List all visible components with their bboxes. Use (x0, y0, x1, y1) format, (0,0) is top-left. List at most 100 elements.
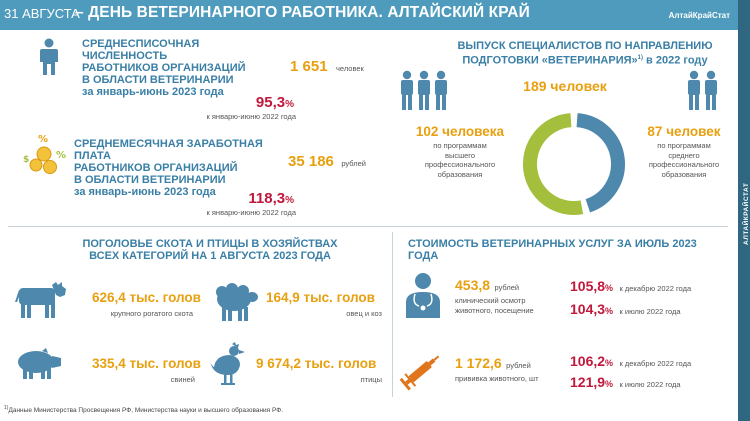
salary-title: СРЕДНЕМЕСЯЧНАЯ ЗАРАБОТНАЯ ПЛАТА РАБОТНИК… (74, 138, 294, 198)
services-title: СТОИМОСТЬ ВЕТЕРИНАРНЫХ УСЛУГ ЗА ИЮЛЬ 202… (408, 238, 697, 262)
graduates-title-text: в 2022 году (642, 54, 708, 67)
graduates-higher-line: образования (437, 169, 483, 179)
exam-pct-dec-group: 105,8% к декабрю 2022 года (570, 278, 691, 296)
svg-text:%: % (38, 134, 48, 145)
coins-icon: % $ % (22, 132, 68, 176)
people-group-icon (398, 70, 450, 112)
exam-pct-jul-note: к июлю 2022 года (619, 307, 681, 316)
graduates-higher-value: 102 человека (415, 124, 505, 139)
people-pair-icon (685, 70, 721, 112)
vacc-pct-jul-sign: % (605, 379, 614, 389)
exam-value-group: 453,8 рублей (455, 277, 519, 295)
graduates-donut (520, 110, 628, 218)
employees-percent-number: 95,3 (255, 94, 286, 111)
livestock-title-line: ВСЕХ КАТЕГОРИЙ НА 1 АВГУСТА 2023 ГОДА (89, 250, 331, 262)
veterinarian-icon (402, 272, 444, 318)
graduates-title: ВЫПУСК СПЕЦИАЛИСТОВ ПО НАПРАВЛЕНИЮ ПОДГО… (440, 40, 730, 67)
salary-title-line: РАБОТНИКОВ ОРГАНИЗАЦИЙ (74, 162, 238, 174)
salary-percent-sign: % (285, 195, 294, 206)
side-strip-label: АЛТАЙКРАЙСТАТ (743, 182, 750, 245)
exam-label: клинический осмотр животного, посещение (455, 296, 534, 316)
salary-unit: рублей (341, 159, 366, 168)
salary-title-line: за январь-июнь 2023 года (74, 186, 216, 198)
graduates-footnote-mark: 1) (637, 55, 643, 61)
cattle-label: крупного рогатого скота (110, 309, 193, 318)
poultry-label: птицы (360, 375, 382, 384)
graduates-secondary-line: профессионального (648, 160, 720, 169)
graduates-total: 189 человек (523, 78, 607, 94)
sheep-label: овец и коз (346, 309, 382, 318)
employees-title-line: РАБОТНИКОВ ОРГАНИЗАЦИЙ (82, 62, 246, 74)
employees-value: 1 651 (290, 58, 328, 75)
exam-unit: рублей (494, 283, 520, 292)
pig-icon (14, 348, 64, 380)
livestock-title: ПОГОЛОВЬЕ СКОТА И ПТИЦЫ В ХОЗЯЙСТВАХ ВСЕ… (60, 238, 360, 262)
donut-segment-secondary (576, 113, 625, 213)
graduates-secondary-line: среднего (668, 150, 700, 160)
sheep-value: 164,9 тыс. голов (266, 290, 375, 305)
salary-title-line: В ОБЛАСТИ ВЕТЕРИНАРИИ (74, 174, 226, 186)
salary-title-line: СРЕДНЕМЕСЯЧНАЯ ЗАРАБОТНАЯ ПЛАТА (74, 138, 263, 162)
salary-value: 35 186 (288, 153, 334, 170)
salary-percent-number: 118,3 (248, 190, 286, 207)
graduates-secondary-line: по программам (657, 141, 711, 150)
vacc-pct-dec-number: 106,2 (570, 353, 606, 369)
exam-pct-dec-number: 105,8 (570, 278, 606, 294)
employees-title-line: СРЕДНЕСПИСОЧНАЯ ЧИСЛЕННОСТЬ (82, 38, 200, 62)
vacc-value: 1 172,6 (455, 355, 502, 371)
header-date: 31 АВГУСТА (4, 6, 80, 21)
side-strip (738, 0, 750, 421)
pigs-value: 335,4 тыс. голов (92, 356, 201, 371)
footnote-text: Данные Министерства Просвещения РФ, Мини… (8, 407, 284, 415)
poultry-value: 9 674,2 тыс. голов (256, 356, 377, 371)
exam-pct-jul-sign: % (605, 306, 614, 316)
graduates-secondary-line: образования (661, 169, 707, 179)
exam-pct-dec-sign: % (605, 283, 614, 293)
header-title: – ДЕНЬ ВЕТЕРИНАРНОГО РАБОТНИКА. АЛТАЙСКИ… (75, 4, 530, 21)
employees-unit: человек (336, 64, 364, 73)
vacc-pct-dec-note: к декабрю 2022 года (619, 359, 692, 368)
section-divider (8, 226, 728, 227)
graduates-higher-label: по программам высшего профессионального … (405, 141, 515, 179)
employees-value-group: 1 651 человек (290, 58, 364, 76)
vacc-value-group: 1 172,6 рублей (455, 355, 531, 373)
graduates-title-line: ВЫПУСК СПЕЦИАЛИСТОВ ПО НАПРАВЛЕНИЮ (457, 40, 713, 52)
exam-label-line: клинический осмотр (455, 296, 526, 305)
exam-pct-jul-group: 104,3% к июлю 2022 года (570, 301, 681, 319)
vacc-unit: рублей (506, 361, 531, 370)
worker-icon (40, 38, 58, 76)
livestock-title-line: ПОГОЛОВЬЕ СКОТА И ПТИЦЫ В ХОЗЯЙСТВАХ (82, 238, 338, 250)
vacc-label: прививка животного, шт (455, 374, 539, 383)
brand-logo-text: АлтайКрайСтат (668, 11, 730, 20)
vacc-pct-jul-group: 121,9% к июлю 2022 года (570, 374, 681, 392)
salary-value-group: 35 186 рублей (288, 153, 366, 171)
vacc-pct-dec-group: 106,2% к декабрю 2022 года (570, 353, 691, 371)
donut-segment-higher (522, 113, 584, 215)
graduates-secondary-value: 87 человек (647, 124, 721, 139)
section-divider (392, 232, 393, 397)
graduates-secondary-label: по программам среднего профессионального… (634, 141, 734, 179)
graduates-higher-line: высшего (444, 150, 476, 160)
cattle-value: 626,4 тыс. голов (92, 290, 201, 305)
salary-percent: 118,3% (190, 190, 294, 208)
svg-text:%: % (56, 150, 66, 161)
employees-percent-sign: % (285, 99, 294, 110)
salary-percent-note: к январю-июню 2022 года (206, 208, 297, 217)
employees-percent: 95,3% (200, 94, 294, 112)
graduates-title-text: ПОДГОТОВКИ «ВЕТЕРИНАРИЯ» (462, 54, 638, 67)
chicken-icon (210, 342, 248, 388)
employees-title: СРЕДНЕСПИСОЧНАЯ ЧИСЛЕННОСТЬ РАБОТНИКОВ О… (82, 38, 282, 98)
pigs-label: свиней (170, 375, 195, 384)
vacc-pct-jul-note: к июлю 2022 года (619, 380, 681, 389)
svg-text:$: $ (23, 155, 29, 165)
sheep-icon (212, 283, 262, 323)
exam-value: 453,8 (455, 277, 491, 293)
employees-title-line: В ОБЛАСТИ ВЕТЕРИНАРИИ (82, 74, 234, 86)
employees-title-line: за январь-июнь 2023 года (82, 86, 224, 98)
exam-pct-jul-number: 104,3 (570, 301, 606, 317)
graduates-higher-line: по программам (433, 141, 487, 150)
employees-percent-note: к январю-июню 2022 года (206, 112, 297, 121)
vacc-pct-dec-sign: % (605, 358, 614, 368)
header-bar: 31 АВГУСТА – ДЕНЬ ВЕТЕРИНАРНОГО РАБОТНИК… (0, 0, 738, 30)
footnote: 1)Данные Министерства Просвещения РФ, Ми… (4, 405, 283, 414)
